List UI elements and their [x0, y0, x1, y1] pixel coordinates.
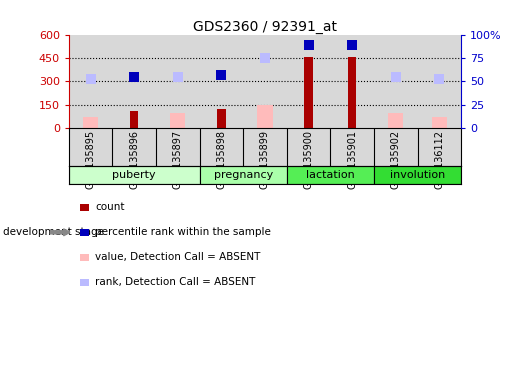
- Title: GDS2360 / 92391_at: GDS2360 / 92391_at: [193, 20, 337, 33]
- Bar: [418, 35, 461, 128]
- Text: count: count: [95, 202, 125, 212]
- Text: GSM135899: GSM135899: [260, 130, 270, 189]
- Text: development stage: development stage: [3, 227, 104, 237]
- Bar: [112, 128, 156, 166]
- Text: GSM135895: GSM135895: [86, 130, 96, 189]
- Bar: [287, 166, 374, 184]
- Bar: [69, 166, 200, 184]
- Bar: [432, 117, 447, 128]
- Bar: [374, 35, 418, 128]
- Bar: [200, 35, 243, 128]
- Text: value, Detection Call = ABSENT: value, Detection Call = ABSENT: [95, 252, 261, 262]
- Bar: [287, 128, 330, 166]
- Bar: [330, 128, 374, 166]
- Text: GSM135901: GSM135901: [347, 130, 357, 189]
- Bar: [156, 128, 200, 166]
- Text: puberty: puberty: [112, 170, 156, 180]
- Text: lactation: lactation: [306, 170, 355, 180]
- Text: involution: involution: [390, 170, 445, 180]
- Bar: [112, 35, 156, 128]
- Text: percentile rank within the sample: percentile rank within the sample: [95, 227, 271, 237]
- Bar: [258, 105, 272, 128]
- Text: GSM135897: GSM135897: [173, 130, 183, 189]
- Text: GSM135898: GSM135898: [216, 130, 226, 189]
- Bar: [200, 166, 287, 184]
- Bar: [217, 109, 226, 128]
- Bar: [83, 117, 99, 128]
- Bar: [69, 128, 112, 166]
- Bar: [388, 113, 403, 128]
- Bar: [287, 35, 330, 128]
- Text: GSM135902: GSM135902: [391, 130, 401, 189]
- Bar: [130, 111, 138, 128]
- Text: GSM136112: GSM136112: [434, 130, 444, 189]
- Bar: [348, 57, 356, 128]
- Bar: [304, 57, 313, 128]
- Text: GSM135900: GSM135900: [304, 130, 314, 189]
- Bar: [243, 35, 287, 128]
- Bar: [200, 128, 243, 166]
- Bar: [69, 35, 112, 128]
- Bar: [374, 128, 418, 166]
- Bar: [330, 35, 374, 128]
- Bar: [374, 166, 461, 184]
- Bar: [418, 128, 461, 166]
- Bar: [156, 35, 200, 128]
- Bar: [170, 113, 185, 128]
- Bar: [243, 128, 287, 166]
- Text: rank, Detection Call = ABSENT: rank, Detection Call = ABSENT: [95, 277, 256, 287]
- Text: pregnancy: pregnancy: [214, 170, 273, 180]
- Text: GSM135896: GSM135896: [129, 130, 139, 189]
